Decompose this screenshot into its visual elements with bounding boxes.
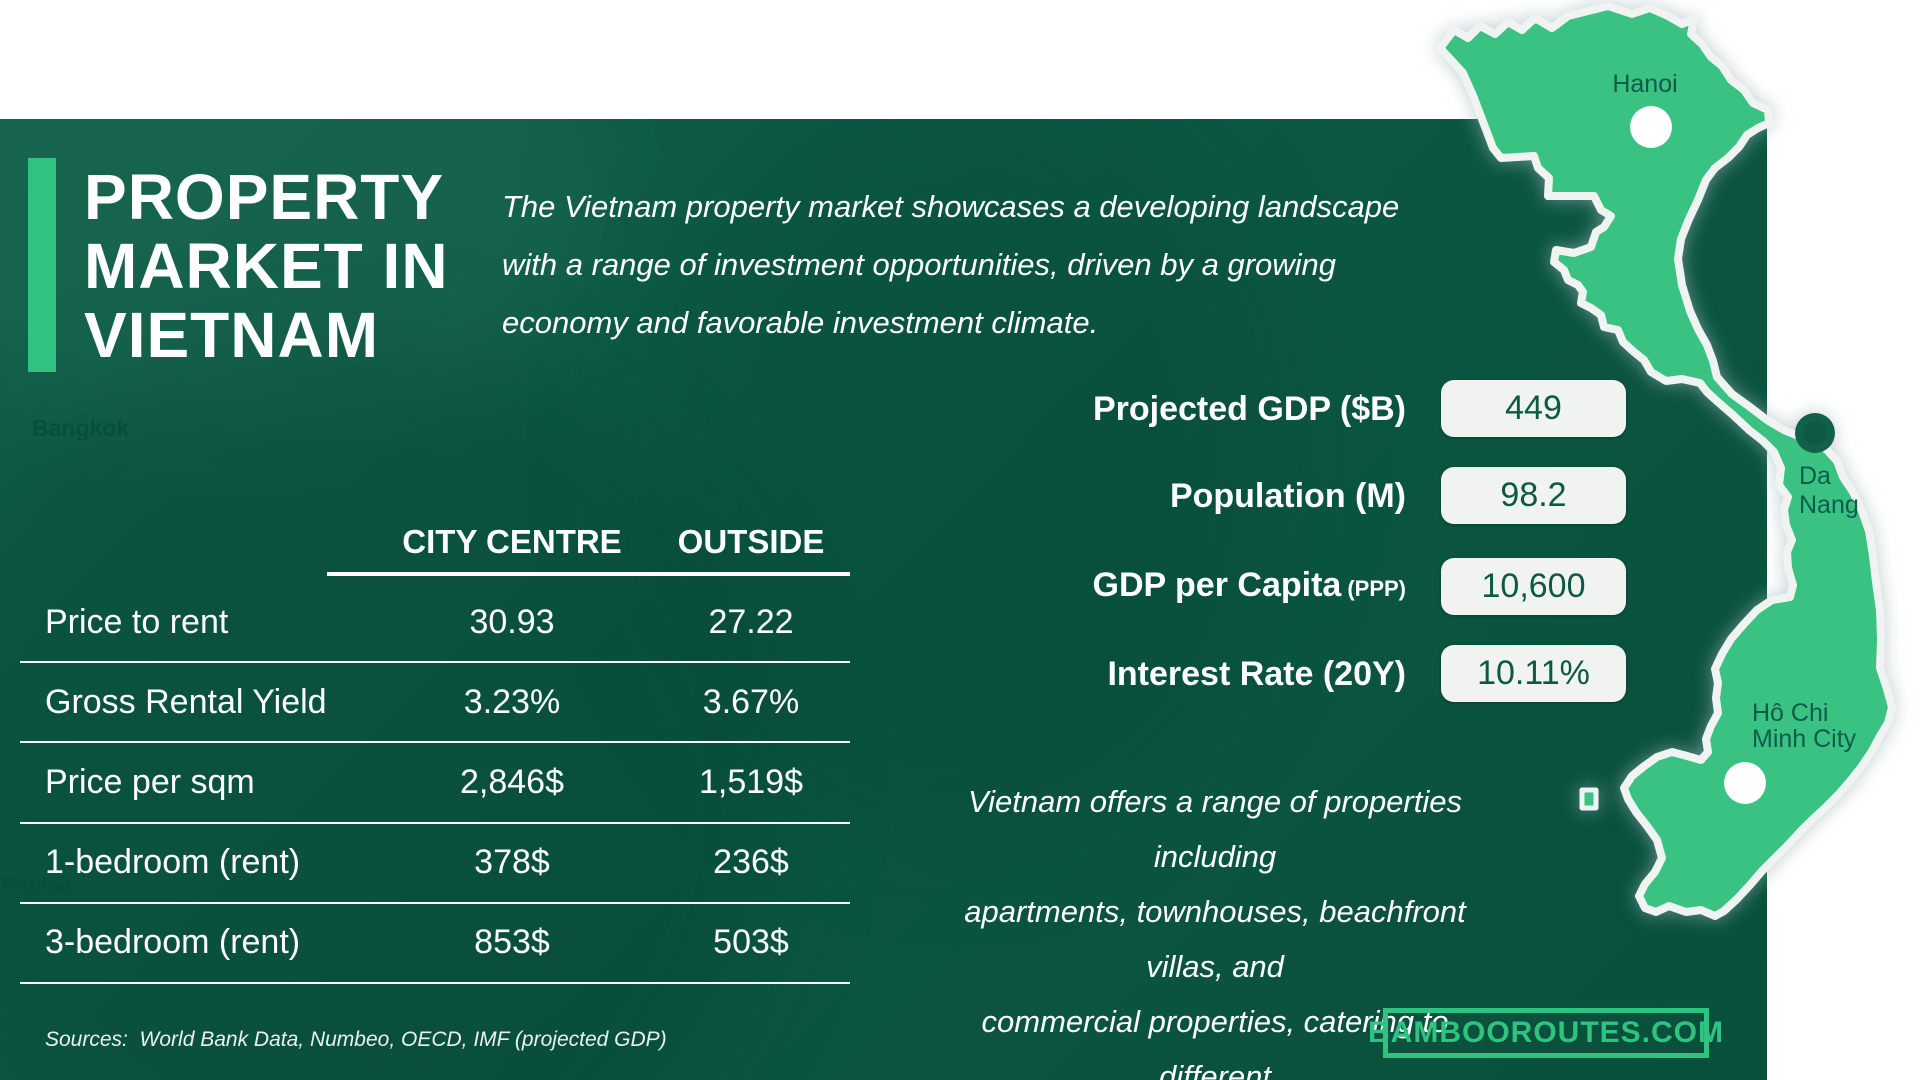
stat-label: Population (M) [930,478,1406,514]
table-header-outside: OUTSIDE [677,523,825,560]
table-row-separator [20,741,850,743]
page-title: PROPERTY MARKET IN VIETNAM [84,163,449,370]
ho-chi-minh-city-label: Hô Chi Minh City [1752,700,1856,752]
row-label: Gross Rental Yield [45,682,327,721]
row-label: 3-bedroom (rent) [45,922,301,961]
row-value-outside: 236$ [713,842,789,881]
stat-value: 10,600 [1481,567,1586,605]
intro-paragraph: The Vietnam property market showcases a … [502,178,1399,352]
sources-note: Sources: World Bank Data, Numbeo, OECD, … [45,1028,667,1051]
stat-label: Interest Rate (20Y) [930,656,1406,692]
hanoi-marker [1630,106,1672,148]
city-name-line: Nang [1799,491,1859,519]
table-row: 1-bedroom (rent) 378$ 236$ [20,836,850,888]
stat-row-population: Population (M) 98.2 [930,467,1626,524]
vietnam-map [1436,2,1896,920]
phu-quoc-island [1579,787,1599,811]
faint-phuket-label: Phuket [2,875,73,898]
intro-line: economy and favorable investment climate… [502,305,1099,340]
row-value-outside: 27.22 [708,602,794,641]
row-label: 1-bedroom (rent) [45,842,301,881]
stat-value-box: 98.2 [1441,467,1626,524]
faint-bangkok-label: Bangkok [32,415,130,441]
vietnam-landmass [1436,2,1896,920]
table-row: 3-bedroom (rent) 853$ 503$ [20,916,850,968]
row-value-city-centre: 853$ [474,922,550,961]
row-value-city-centre: 3.23% [463,682,561,721]
row-value-outside: 1,519$ [699,762,803,801]
da-nang-marker-core [1803,421,1827,445]
row-value-city-centre: 378$ [474,842,550,881]
stat-value: 449 [1505,389,1562,427]
city-name-line: Hô Chi [1752,699,1829,727]
city-name-line: Minh City [1752,725,1857,753]
city-name-line: Da [1799,462,1831,490]
ho-chi-minh-marker [1724,762,1766,804]
table-row: Gross Rental Yield 3.23% 3.67% [20,676,850,728]
stat-label-text: GDP per Capita [1092,565,1342,604]
stat-row-gdp-per-capita: GDP per Capita (PPP) 10,600 [930,558,1626,615]
intro-line: The Vietnam property market showcases a … [502,189,1400,224]
row-value-city-centre: 2,846$ [460,762,564,801]
stat-value-box: 10.11% [1441,645,1626,702]
title-line: PROPERTY [84,161,445,233]
properties-line: apartments, townhouses, beachfront villa… [964,894,1466,984]
row-value-city-centre: 30.93 [469,602,555,641]
properties-line: Vietnam offers a range of properties inc… [968,784,1462,874]
table-header-underline [327,572,850,576]
website-badge: BAMBOOROUTES.COM [1368,1008,1723,1058]
table-row-separator [20,982,850,984]
row-value-outside: 3.67% [702,682,800,721]
stat-label-note: (PPP) [1347,575,1406,601]
table-row: Price per sqm 2,846$ 1,519$ [20,756,850,808]
stat-label-text: Interest Rate (20Y) [1107,654,1406,693]
stat-label: GDP per Capita (PPP) [930,567,1406,607]
table-row-separator [20,661,850,663]
properties-line: commercial properties, catering to diffe… [981,1004,1449,1080]
stat-value-box: 449 [1441,380,1626,437]
table-header-city-centre: CITY CENTRE [402,523,622,560]
row-label: Price per sqm [45,762,255,801]
intro-line: with a range of investment opportunities… [502,247,1337,282]
title-line: MARKET IN [84,230,449,302]
stat-value: 98.2 [1500,476,1567,514]
table-row: Price to rent 30.93 27.22 [20,596,850,648]
stat-label: Projected GDP ($B) [930,391,1406,427]
table-row-separator [20,822,850,824]
stat-value-box: 10,600 [1441,558,1626,615]
stat-label-text: Projected GDP ($B) [1092,389,1406,428]
stat-row-projected-gdp: Projected GDP ($B) 449 [930,380,1626,437]
title-line: VIETNAM [84,299,379,371]
da-nang-label: Da Nang [1799,462,1859,520]
stat-row-interest-rate: Interest Rate (20Y) 10.11% [930,645,1626,702]
title-accent-bar [28,158,56,372]
row-value-outside: 503$ [713,922,789,961]
city-name-line: Hanoi [1612,70,1678,98]
stat-label-text: Population (M) [1169,476,1406,515]
hanoi-label: Hanoi [1585,70,1705,99]
stat-value: 10.11% [1477,654,1590,692]
row-label: Price to rent [45,602,229,641]
table-row-separator [20,902,850,904]
table-header-row: CITY CENTRE OUTSIDE [20,516,850,568]
properties-paragraph: Vietnam offers a range of properties inc… [930,774,1500,1080]
